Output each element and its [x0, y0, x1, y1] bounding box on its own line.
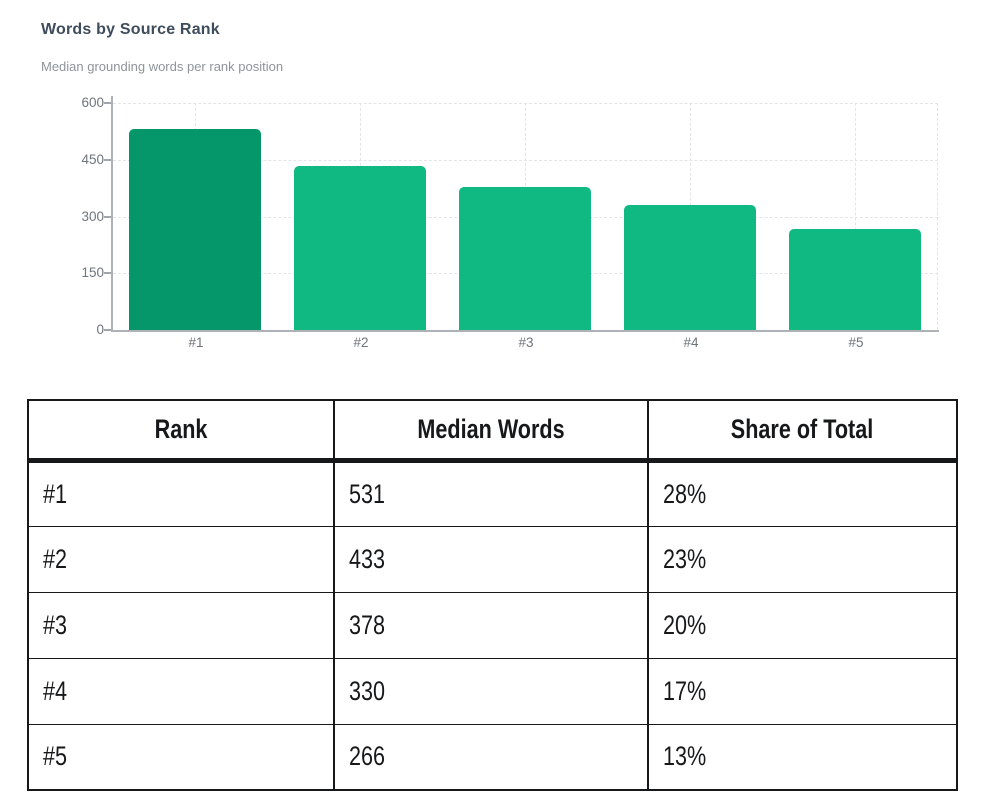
y-axis-tick [104, 159, 111, 161]
table-row: #5 266 13% [27, 723, 958, 791]
gridline-vertical [937, 103, 938, 330]
y-tick-label: 0 [96, 322, 104, 337]
x-tick-label: #3 [518, 335, 534, 350]
y-axis-tick [104, 272, 111, 274]
bar-4 [624, 205, 756, 330]
cell-share-of-total: 20% [647, 591, 958, 659]
page-subtitle: Median grounding words per rank position [41, 59, 284, 74]
bar-chart: 600 450 300 150 0 [0, 95, 987, 375]
cell-rank: #2 [27, 525, 335, 593]
y-tick-label: 300 [81, 209, 104, 224]
table-row: #4 330 17% [27, 657, 958, 725]
y-axis-line [111, 96, 113, 332]
cell-median-words: 266 [333, 723, 649, 791]
y-axis-tick [104, 216, 111, 218]
y-tick-label: 450 [81, 152, 104, 167]
x-tick-label: #4 [683, 335, 699, 350]
cell-share-of-total: 23% [647, 525, 958, 593]
cell-median-words: 433 [333, 525, 649, 593]
bar-3 [459, 187, 591, 330]
cell-share-of-total: 13% [647, 723, 958, 791]
cell-rank: #3 [27, 591, 335, 659]
cell-share-of-total: 28% [647, 459, 958, 527]
cell-rank: #5 [27, 723, 335, 791]
data-table: Rank Median Words Share of Total #1 531 … [27, 399, 958, 791]
bar-2 [294, 166, 426, 330]
table-header-row: Rank Median Words Share of Total [27, 399, 958, 463]
bar-5 [789, 229, 921, 330]
cell-median-words: 378 [333, 591, 649, 659]
column-header-share-of-total: Share of Total [647, 399, 958, 463]
y-axis-tick [104, 102, 111, 104]
x-tick-label: #5 [848, 335, 864, 350]
cell-median-words: 330 [333, 657, 649, 725]
data-table-wrap: Rank Median Words Share of Total #1 531 … [27, 399, 958, 791]
column-header-median-words: Median Words [333, 399, 649, 463]
cell-median-words: 531 [333, 459, 649, 527]
x-tick-label: #1 [188, 335, 204, 350]
table-row: #3 378 20% [27, 591, 958, 659]
x-axis-line [111, 330, 939, 332]
y-axis-tick [104, 329, 111, 331]
gridline-vertical [855, 103, 856, 330]
cell-share-of-total: 17% [647, 657, 958, 725]
cell-rank: #1 [27, 459, 335, 527]
y-tick-label: 600 [81, 95, 104, 110]
plot-area [104, 96, 939, 332]
table-row: #2 433 23% [27, 525, 958, 593]
page-title: Words by Source Rank [41, 21, 220, 38]
cell-rank: #4 [27, 657, 335, 725]
bar-1 [129, 129, 261, 330]
table-row: #1 531 28% [27, 459, 958, 527]
y-tick-label: 150 [81, 265, 104, 280]
x-tick-label: #2 [353, 335, 369, 350]
column-header-rank: Rank [27, 399, 335, 463]
